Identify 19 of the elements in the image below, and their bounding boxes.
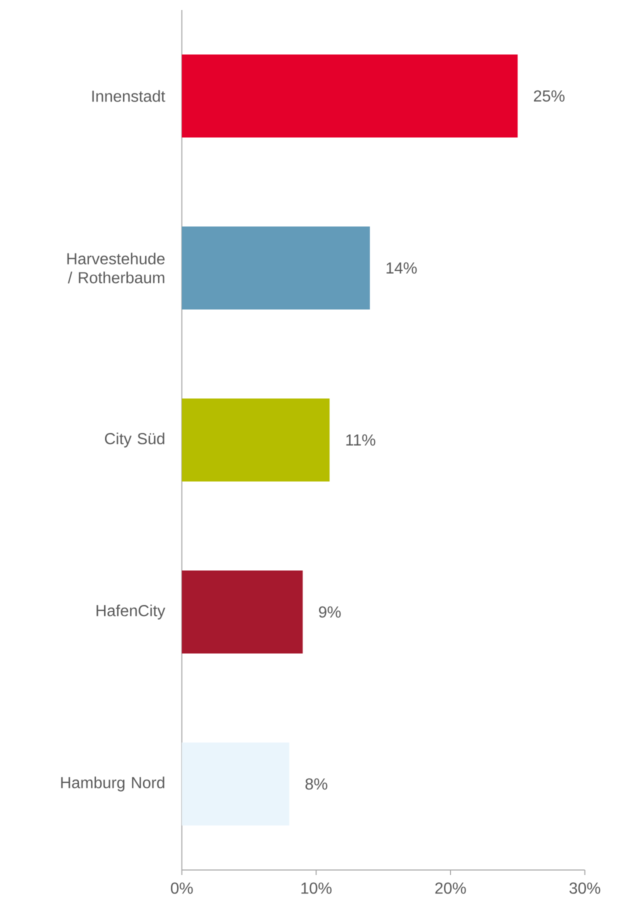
x-tick-label: 0% [171, 882, 193, 894]
x-tick-label: 30% [570, 882, 600, 894]
data-label: 14% [386, 262, 417, 274]
bar [182, 226, 370, 310]
bar [182, 398, 330, 482]
y-tick-label: Hamburg Nord [61, 776, 164, 792]
data-label: 8% [306, 778, 328, 790]
x-tick-label: 20% [435, 882, 466, 894]
data-label: 9% [319, 606, 341, 618]
y-tick-label: HafenCity [96, 604, 166, 620]
y-tick-label: City Süd [105, 432, 164, 448]
y-tick-label: Innenstadt [92, 90, 166, 102]
bar [182, 54, 518, 138]
bar [182, 742, 290, 826]
data-label: 11% [346, 434, 376, 446]
data-label: 25% [534, 90, 565, 102]
x-tick-label: 10% [302, 882, 332, 894]
bar [182, 570, 303, 654]
y-tick-label: Harvestehude / Rotherbaum [67, 252, 165, 284]
